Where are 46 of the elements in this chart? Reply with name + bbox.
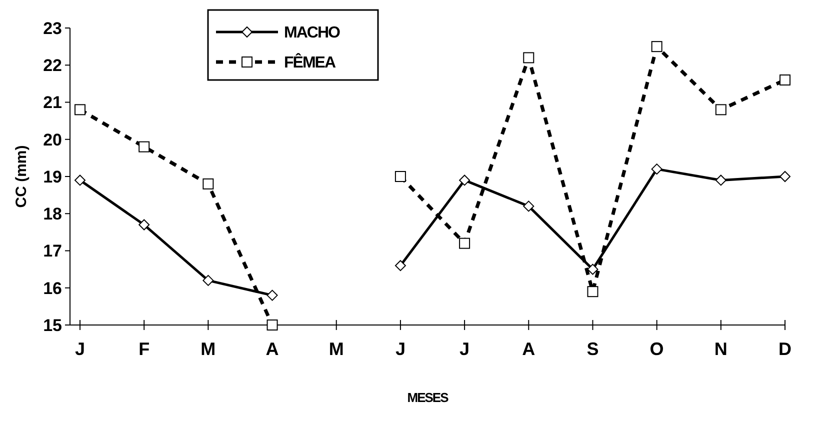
point: [715, 104, 726, 116]
point: [394, 260, 406, 272]
point: [651, 41, 662, 52]
point: [394, 171, 406, 182]
x-tick-label: O: [650, 339, 664, 359]
point: [587, 286, 598, 298]
x-axis-title: MESES: [407, 390, 450, 405]
y-tick-label: 18: [43, 204, 62, 224]
point: [138, 141, 150, 152]
point: [523, 52, 534, 64]
x-tick-label: A: [266, 339, 279, 359]
x-tick-label: J: [395, 339, 406, 359]
point: [780, 74, 790, 86]
y-tick-label: 19: [43, 167, 62, 186]
point: [266, 320, 278, 330]
y-tick-label: 16: [43, 278, 62, 298]
point: [780, 171, 790, 182]
point: [587, 264, 598, 275]
x-tick-label: M: [328, 339, 344, 359]
point: [266, 290, 278, 301]
x-tick-label: M: [200, 339, 216, 359]
point: [459, 174, 470, 186]
y-tick-label: 22: [43, 56, 62, 76]
x-tick-label: S: [586, 339, 599, 359]
y-tick-label: 23: [43, 18, 62, 38]
legend-label: MACHO: [284, 24, 340, 42]
x-tick-label: N: [714, 339, 728, 359]
x-tick-label: A: [522, 339, 536, 359]
x-tick-label: F: [138, 339, 150, 359]
point: [74, 104, 86, 116]
point: [138, 219, 150, 230]
y-tick-label: 15: [43, 316, 62, 335]
x-tick-label: J: [74, 339, 86, 359]
point: [459, 238, 470, 249]
point: [202, 178, 214, 190]
y-tick-label: 17: [43, 242, 62, 261]
x-tick-label: D: [778, 339, 792, 359]
point: [715, 174, 726, 186]
point: [523, 200, 534, 212]
point: [202, 274, 214, 286]
y-tick-label: 20: [43, 130, 62, 150]
point: [651, 164, 662, 175]
legend-label: FÊMEA: [284, 52, 336, 72]
x-tick-label: J: [460, 339, 470, 359]
y-tick-label: 21: [43, 93, 62, 112]
y-axis-title: CC (mm): [13, 145, 30, 208]
